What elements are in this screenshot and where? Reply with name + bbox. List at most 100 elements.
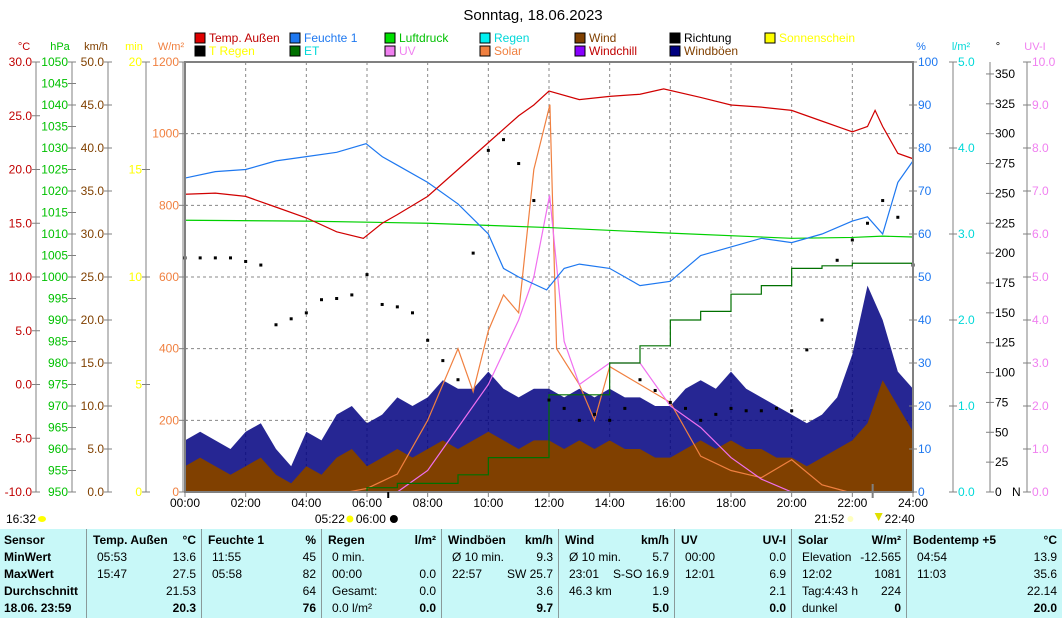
axis-tick-label: 4.0 <box>958 141 975 155</box>
table-header: Wind km/h <box>565 532 669 549</box>
legend-swatch <box>669 45 681 57</box>
cell-value: 0.0 <box>419 584 436 598</box>
cell-value: 21.53 <box>165 584 196 598</box>
legend-swatch <box>574 45 586 57</box>
legend-label: Solar <box>494 44 522 58</box>
axis-tick-label: 175 <box>995 276 1015 290</box>
axis-tick-label: 90 <box>918 98 932 112</box>
moonset-label: 22:40 <box>885 512 915 526</box>
series-richtung-point <box>517 162 521 166</box>
axis-tick-label: 1045 <box>41 77 68 91</box>
axis-tick-label: 5.0 <box>15 324 32 338</box>
table-row: 05:53 13.6 <box>93 549 196 566</box>
series-richtung-point <box>577 418 581 422</box>
cell-value: l/m² <box>414 533 436 547</box>
series-richtung-point <box>244 259 248 263</box>
axis-tick-label: 1015 <box>41 206 68 220</box>
series-richtung-point <box>668 400 672 404</box>
sunrise-icon <box>346 515 354 523</box>
table-column: Regen l/m² 0 min. 00:00 0.0 Gesamt: 0.0 0.0 l/m… <box>321 529 442 618</box>
cell-value: 22.14 <box>1026 584 1057 598</box>
axis-tick-label: 200 <box>159 413 179 427</box>
legend-swatch <box>194 45 206 57</box>
x-tick-label: 00:00 <box>170 496 200 510</box>
cell-value: km/h <box>640 533 669 547</box>
x-tick-label: 10:00 <box>473 496 503 510</box>
axis-tick-label: 15.0 <box>81 356 105 370</box>
table-header: Regen l/m² <box>328 532 436 549</box>
axis-unit-label: °C <box>18 41 30 53</box>
series-feuchte-1-line <box>184 143 914 291</box>
axis-tick-label: 40.0 <box>81 141 105 155</box>
x-tick-label: 06:00 <box>352 496 382 510</box>
cell-value: 5.7 <box>652 550 669 564</box>
table-row: 18.06. 23:59 <box>4 600 84 617</box>
axis-north-label: N <box>1012 485 1021 499</box>
axis-tick-label: 1035 <box>41 120 68 134</box>
cell-value: % <box>305 533 316 547</box>
series-richtung-point <box>304 311 308 315</box>
axis-tick-label: 10.0 <box>1032 55 1056 69</box>
axis-unit-label: l/m² <box>952 41 971 53</box>
table-row: 76 <box>208 600 316 617</box>
axis-tick-label: 300 <box>995 127 1015 141</box>
cell-label: Durchschnitt <box>4 584 79 598</box>
legend-label: ET <box>304 44 320 58</box>
series-richtung-point <box>699 418 703 422</box>
cell-label: 05:58 <box>212 567 243 581</box>
series-richtung-point <box>320 298 323 302</box>
axis-tick-label: 0 <box>995 485 1002 499</box>
axis-tick-label: 8.0 <box>1032 141 1049 155</box>
axis-unit-label: ° <box>996 41 1000 53</box>
axis-unit-label: % <box>916 41 926 53</box>
axis-tick-label: 25 <box>995 455 1009 469</box>
sun-moon-markers: 16:32 05:22 06:00 21:52 22:40 <box>6 484 915 526</box>
axis-tick-label: 6.0 <box>1032 227 1049 241</box>
legend-swatch <box>384 45 396 57</box>
legend-label: Windböen <box>684 44 738 58</box>
table-column: Windböen km/h Ø 10 min. 9.3 22:57 SW 25.7 3.6 9… <box>441 529 559 618</box>
series-richtung-point <box>441 359 445 363</box>
cell-label: Sensor <box>4 533 45 547</box>
series-richtung-point <box>350 293 354 297</box>
series-solar-line <box>185 104 913 493</box>
cell-label: UV <box>681 533 698 547</box>
cell-value: 0.0 <box>419 567 436 581</box>
axis-tick-label: 1200 <box>152 55 179 69</box>
cell-label: Feuchte 1 <box>208 533 265 547</box>
axis-tick-label: 10.0 <box>9 270 33 284</box>
axis-tick-label: 15.0 <box>9 216 33 230</box>
axis-tick-label: 0.0 <box>87 485 104 499</box>
cell-label: dunkel <box>802 601 838 615</box>
cell-label: 00:00 <box>332 567 363 581</box>
table-row: 21.53 <box>93 583 196 600</box>
axes: °C -10.0 -5.0 0.0 5.0 10.0 15.0 20.0 25.0 30.0 hPa… <box>5 41 1056 510</box>
legend-swatch <box>194 32 206 44</box>
series-richtung-point <box>729 406 733 410</box>
series-richtung-point <box>744 409 748 413</box>
legend-label: Richtung <box>684 31 731 45</box>
axis-tick-label: 1020 <box>41 184 68 198</box>
cell-label: 46.3 km <box>569 584 612 598</box>
series-richtung-point <box>274 323 278 327</box>
legend-label: Sonnenschein <box>779 31 855 45</box>
civil-dawn-label: 06:00 <box>356 512 386 526</box>
axis-tick-label: 955 <box>48 464 68 478</box>
series-richtung-point <box>289 317 293 321</box>
cell-value: 6.9 <box>769 567 786 581</box>
legend-label: T Regen <box>209 44 255 58</box>
series-richtung-point <box>714 412 718 416</box>
series-et-line <box>185 259 914 493</box>
axis-tick-label: 10 <box>129 270 143 284</box>
axis-tick-label: 10 <box>918 442 932 456</box>
axis-tick-label: 30.0 <box>9 55 33 69</box>
axis-tick-label: 1.0 <box>1032 442 1049 456</box>
table-header: UV UV-I <box>681 532 786 549</box>
cell-label: MinWert <box>4 550 52 564</box>
axis-tick-label: 100 <box>995 366 1015 380</box>
legend-swatch <box>384 32 396 44</box>
axis-tick-label: 4.0 <box>1032 313 1049 327</box>
table-row: MaxWert <box>4 566 84 583</box>
x-tick-label: 14:00 <box>595 496 625 510</box>
axis-tick-label: 15 <box>129 163 143 177</box>
